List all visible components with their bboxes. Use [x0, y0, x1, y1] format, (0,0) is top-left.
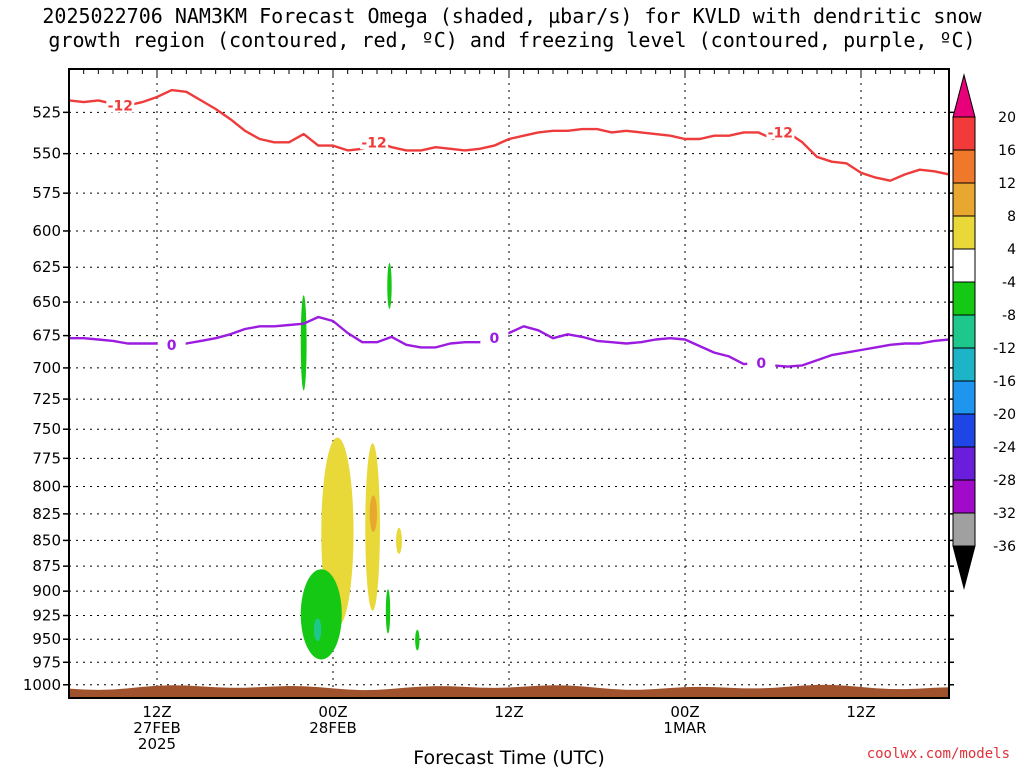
credit-text: coolwx.com/models — [866, 746, 1010, 762]
colorbar-swatch — [952, 479, 976, 514]
contour-label-bg — [157, 336, 186, 352]
colorbar-swatch — [952, 413, 976, 448]
colorbar: 20 16 12 8 4 -4 -8 -12 -16 -20 -24 -28 -32 -36 — [952, 73, 1016, 590]
contour-label-bg — [766, 124, 795, 140]
colorbar-label: -24 — [993, 440, 1016, 456]
contour-label: 0 — [167, 338, 177, 354]
y-tick-label: 1000 — [23, 676, 61, 694]
chart-title: 2025022706 NAM3KM Forecast Omega (shaded… — [0, 4, 1024, 52]
colorbar-label: -20 — [993, 407, 1016, 423]
colorbar-swatch — [952, 314, 976, 349]
y-tick-label: 800 — [32, 478, 61, 496]
y-tick-label: 600 — [32, 222, 61, 240]
contour-line — [69, 88, 949, 182]
y-tick-label: 925 — [32, 607, 61, 625]
y-tick-label: 725 — [32, 390, 61, 408]
x-tick-label: 27FEB — [133, 719, 180, 737]
y-tick-label: 750 — [32, 420, 61, 438]
y-tick-label: 975 — [32, 653, 61, 671]
omega-region — [300, 569, 342, 660]
title-line-2: growth region (contoured, red, ºC) and f… — [48, 28, 976, 52]
x-tick-label: 12Z — [846, 703, 875, 721]
colorbar-label: -32 — [993, 506, 1016, 522]
colorbar-swatch — [952, 182, 976, 217]
contour-label-bg — [360, 134, 389, 150]
contour-lines: -12 -12 -12 0 0 0 — [69, 88, 949, 372]
colorbar-swatch — [952, 215, 976, 250]
contour-label: -12 — [108, 99, 133, 115]
x-tick-label: 2025 — [138, 735, 176, 753]
y-axis: 525 550 575 600 625 650 675 700 725 750 775 800 825 8… — [23, 103, 954, 694]
colorbar-swatch — [952, 380, 976, 415]
omega-region — [369, 495, 378, 532]
y-tick-label: 950 — [32, 630, 61, 648]
contour-label-bg — [480, 330, 509, 346]
contour-line — [69, 315, 949, 368]
title-line-1: 2025022706 NAM3KM Forecast Omega (shaded… — [42, 4, 982, 28]
colorbar-label: -4 — [1002, 275, 1016, 291]
y-tick-label: 700 — [32, 359, 61, 377]
y-tick-label: 650 — [32, 293, 61, 311]
colorbar-label: -36 — [993, 539, 1016, 555]
x-tick-label: 00Z — [670, 703, 699, 721]
colorbar-top-arrow — [952, 73, 976, 118]
y-tick-label: 625 — [32, 258, 61, 276]
colorbar-swatch — [952, 281, 976, 316]
terrain-layer — [69, 684, 949, 698]
omega-region — [385, 589, 391, 634]
y-tick-label: 775 — [32, 449, 61, 467]
y-tick-label: 875 — [32, 557, 61, 575]
omega-region — [415, 629, 420, 651]
colorbar-label: -12 — [993, 341, 1016, 357]
y-tick-label: 900 — [32, 582, 61, 600]
y-tick-label: 550 — [32, 145, 61, 163]
plot-background — [69, 69, 949, 698]
omega-region — [387, 262, 392, 309]
colorbar-swatch — [952, 149, 976, 184]
colorbar-swatch — [952, 248, 976, 283]
x-tick-label: 00Z — [318, 703, 347, 721]
colorbar-label: 20 — [998, 110, 1016, 126]
x-tick-label: 12Z — [494, 703, 523, 721]
colorbar-label: -8 — [1002, 308, 1016, 324]
colorbar-swatch — [952, 446, 976, 481]
colorbar-label: 12 — [998, 176, 1016, 192]
contour-label-bg — [747, 354, 776, 370]
colorbar-label: 16 — [998, 143, 1016, 159]
omega-region — [396, 527, 402, 554]
y-tick-label: 675 — [32, 327, 61, 345]
y-tick-label: 575 — [32, 184, 61, 202]
terrain-fill — [69, 684, 949, 698]
x-tick-label: 1MAR — [663, 719, 706, 737]
colorbar-label: -16 — [993, 374, 1016, 390]
y-tick-label: 825 — [32, 505, 61, 523]
colorbar-swatch — [952, 512, 976, 547]
contour-label: 0 — [756, 356, 766, 372]
colorbar-label: 4 — [1007, 242, 1016, 258]
plot-frame — [68, 68, 950, 699]
omega-region — [300, 295, 307, 391]
omega-shading — [300, 262, 420, 660]
colorbar-label: 8 — [1007, 209, 1016, 225]
contour-label: -12 — [361, 135, 386, 151]
contour-label: -12 — [768, 125, 793, 141]
y-tick-label: 525 — [32, 103, 61, 121]
colorbar-label: -28 — [993, 473, 1016, 489]
colorbar-bottom-arrow — [952, 545, 976, 590]
omega-region — [313, 618, 322, 642]
x-tick-label: 28FEB — [309, 719, 356, 737]
colorbar-swatch — [952, 116, 976, 151]
contour-label: 0 — [489, 331, 499, 347]
contour-label-bg — [106, 97, 135, 113]
x-axis-label: Forecast Time (UTC) — [413, 747, 604, 768]
y-tick-label: 850 — [32, 531, 61, 549]
x-tick-label: 12Z — [142, 703, 171, 721]
colorbar-swatch — [952, 347, 976, 382]
